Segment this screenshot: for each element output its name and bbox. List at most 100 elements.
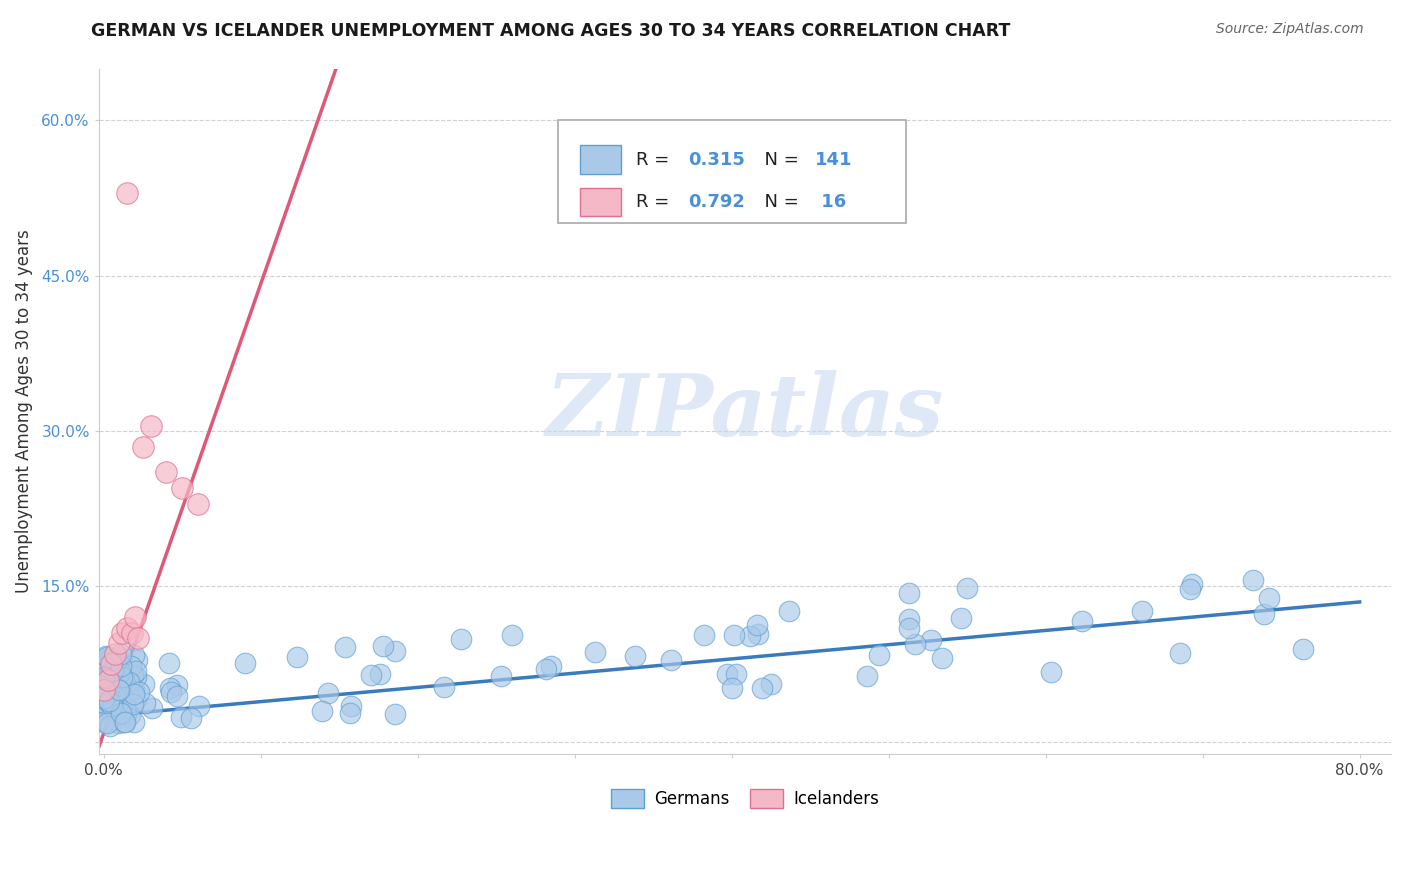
Point (115, 186, 138, 200)
Point (122, 648, 145, 662)
Point (96, 682, 118, 697)
Point (740, 630, 762, 644)
Point (93, 691, 115, 706)
FancyBboxPatch shape (558, 120, 907, 223)
Point (100, 719, 122, 733)
Point (384, 644, 406, 658)
Point (128, 685, 150, 699)
Point (160, 685, 183, 699)
Point (96, 650, 118, 665)
Point (104, 658, 127, 673)
Point (93, 714, 115, 729)
Point (166, 689, 188, 703)
Point (1257, 591, 1279, 605)
Point (101, 665, 124, 679)
Point (868, 648, 890, 662)
Point (384, 706, 406, 721)
Text: 141: 141 (814, 151, 852, 169)
Point (659, 653, 682, 667)
Point (956, 581, 979, 595)
Point (107, 682, 129, 697)
Point (115, 707, 138, 722)
Point (1253, 607, 1275, 622)
Point (1178, 582, 1201, 597)
Point (751, 681, 773, 695)
Point (759, 676, 782, 690)
Point (103, 675, 125, 690)
Point (96, 668, 118, 682)
Point (93, 696, 115, 710)
Point (339, 706, 361, 721)
Point (104, 686, 127, 700)
Point (340, 699, 363, 714)
Text: N =: N = (752, 193, 804, 211)
Point (1292, 642, 1315, 657)
Point (93, 702, 115, 716)
Point (134, 676, 156, 690)
Point (693, 628, 716, 642)
Point (318, 686, 340, 700)
Point (107, 687, 129, 701)
Point (1040, 665, 1063, 680)
Point (108, 708, 131, 723)
Point (623, 649, 645, 664)
Point (96, 678, 118, 692)
Point (96, 685, 118, 699)
Point (97, 695, 120, 709)
Point (94, 655, 117, 669)
Point (114, 715, 136, 730)
Point (108, 636, 131, 650)
Point (333, 640, 356, 654)
Point (105, 671, 128, 685)
Point (721, 681, 744, 695)
Point (121, 626, 143, 640)
Legend: Germans, Icelanders: Germans, Icelanders (605, 782, 886, 814)
Text: R =: R = (637, 151, 675, 169)
FancyBboxPatch shape (579, 187, 621, 217)
Point (898, 621, 921, 635)
Point (114, 702, 136, 716)
Point (101, 693, 124, 707)
Point (98, 676, 121, 690)
Point (93, 662, 115, 676)
Point (94, 648, 117, 663)
Point (134, 696, 156, 710)
Point (96, 716, 118, 731)
Point (360, 668, 382, 682)
Point (103, 647, 125, 661)
Point (93, 682, 115, 697)
Text: 16: 16 (814, 193, 846, 211)
Point (433, 681, 456, 695)
Point (93, 674, 115, 689)
Point (101, 671, 124, 685)
Point (94, 708, 117, 723)
Point (950, 611, 973, 625)
Point (100, 669, 122, 683)
Point (311, 704, 333, 718)
Point (107, 716, 129, 731)
Point (931, 651, 953, 665)
Point (170, 710, 193, 724)
Point (100, 657, 122, 672)
Text: 0.315: 0.315 (688, 151, 745, 169)
Point (122, 714, 145, 729)
Point (107, 666, 129, 681)
Y-axis label: Unemployment Among Ages 30 to 34 years: Unemployment Among Ages 30 to 34 years (15, 229, 32, 593)
Point (118, 707, 141, 722)
Point (110, 658, 132, 673)
Text: Source: ZipAtlas.com: Source: ZipAtlas.com (1216, 22, 1364, 37)
Text: 0.792: 0.792 (688, 193, 745, 211)
Point (93, 670, 115, 684)
Point (127, 631, 149, 645)
Point (125, 692, 148, 706)
Point (188, 699, 211, 714)
Point (132, 440, 155, 454)
Point (139, 418, 162, 433)
Point (111, 626, 134, 640)
Point (111, 670, 134, 684)
Point (121, 668, 143, 682)
Point (898, 586, 921, 600)
Point (114, 669, 136, 683)
Point (124, 669, 146, 683)
Point (97, 690, 120, 705)
